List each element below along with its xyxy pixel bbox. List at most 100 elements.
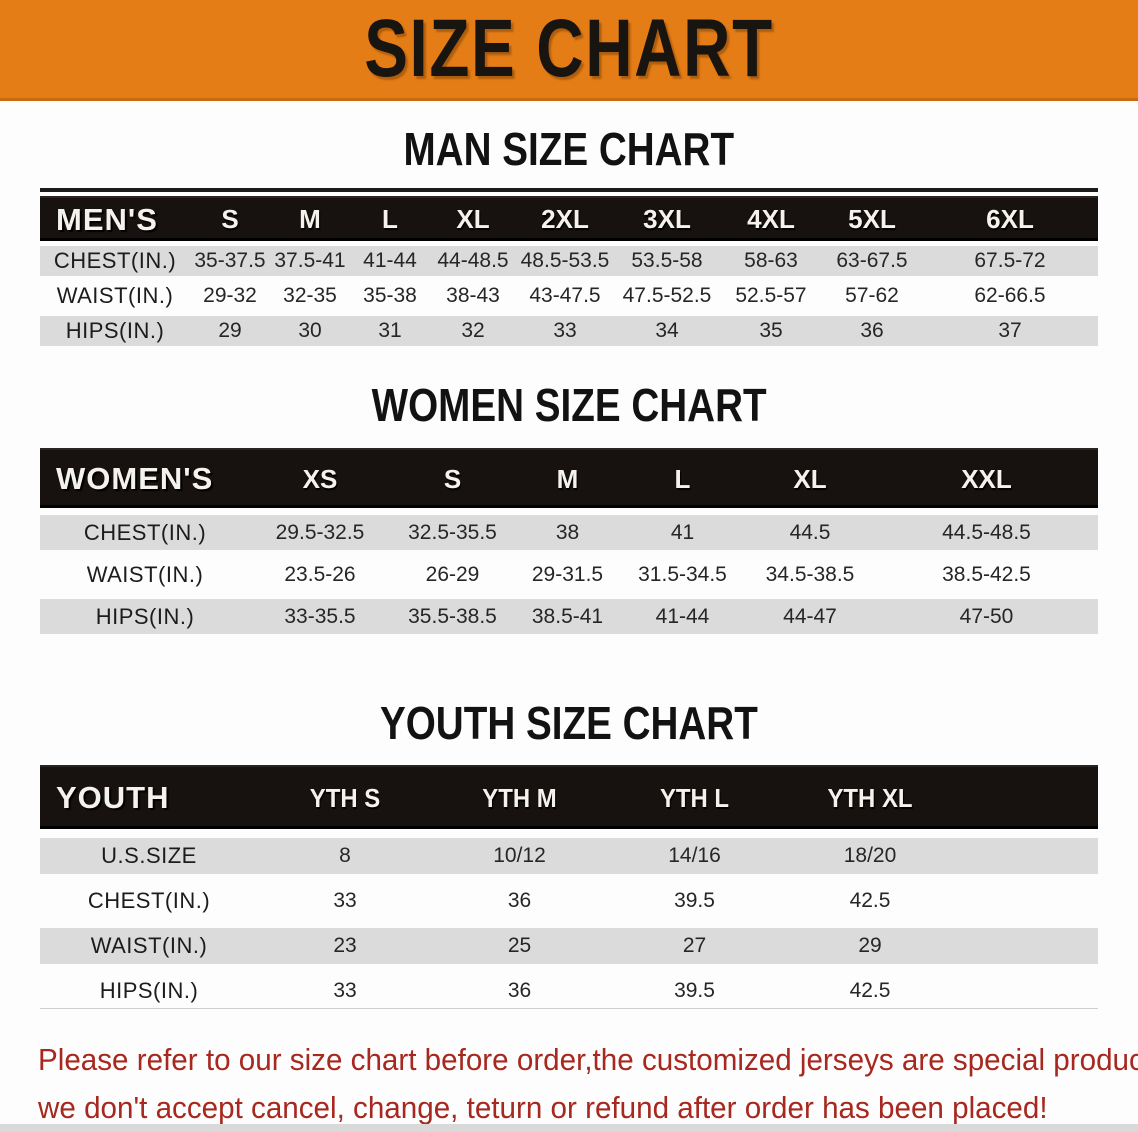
disclaimer-line-1: Please refer to our size chart before or…	[38, 1042, 1138, 1077]
col-header: XS	[302, 463, 338, 494]
cell: 35	[759, 319, 783, 342]
cell: 35-37.5	[194, 249, 266, 272]
men-waist-row: WAIST(IN.) 29-32 32-35 35-38 38-43 43-47…	[40, 281, 1098, 311]
youth-ussize-row: U.S.SIZE 8 10/12 14/16 18/20	[40, 838, 1098, 874]
row-label: HIPS(IN.)	[99, 977, 199, 1003]
women-size-table: WOMEN'S XS S M L XL XXL CHEST(IN.) 29.5-…	[40, 448, 1098, 634]
cell: 67.5-72	[974, 249, 1046, 272]
cell: 26-29	[425, 562, 480, 586]
cell: 29	[218, 319, 242, 342]
col-header: S	[221, 204, 239, 234]
cell: 52.5-57	[735, 284, 807, 307]
col-header: L	[382, 204, 398, 234]
row-label: WAIST(IN.)	[56, 283, 174, 308]
men-header-row: MEN'S S M L XL 2XL 3XL 4XL 5XL 6XL	[40, 196, 1098, 241]
row-label: WAIST(IN.)	[90, 933, 208, 958]
disclaimer-text: Please refer to our size chart before or…	[38, 1036, 1138, 1132]
cell: 38.5-41	[531, 604, 604, 628]
cell: 23.5-26	[284, 562, 356, 586]
women-chest-row: CHEST(IN.) 29.5-32.5 32.5-35.5 38 41 44.…	[40, 515, 1098, 550]
cell: 58-63	[744, 249, 798, 272]
cell: 29-31.5	[531, 562, 604, 586]
cell: 33	[553, 319, 577, 342]
cell: 44-47	[783, 604, 837, 628]
cell: 37	[998, 319, 1022, 342]
cell: 29-32	[203, 284, 257, 307]
youth-chest-row: CHEST(IN.) 33 36 39.5 42.5	[40, 883, 1098, 919]
row-label: HIPS(IN.)	[95, 603, 195, 629]
men-size-table: MEN'S S M L XL 2XL 3XL 4XL 5XL 6XL CHEST…	[40, 188, 1098, 346]
row-label: CHEST(IN.)	[87, 888, 211, 913]
banner: SIZE CHART	[0, 0, 1138, 101]
cell: 53.5-58	[631, 249, 703, 272]
cell: 39.5	[674, 889, 715, 912]
cell: 48.5-53.5	[520, 249, 610, 272]
row-label: HIPS(IN.)	[65, 318, 165, 343]
cell: 31	[378, 319, 402, 342]
row-label: CHEST(IN.)	[83, 519, 207, 545]
cell: 33	[333, 889, 357, 912]
youth-heading-text: YOUTH SIZE CHART	[380, 697, 758, 749]
men-heading-text: MAN SIZE CHART	[403, 123, 735, 175]
col-header: 2XL	[541, 204, 589, 234]
cell: 42.5	[849, 978, 891, 1002]
cell: 35.5-38.5	[408, 604, 497, 628]
col-header: 5XL	[848, 204, 896, 234]
cell: 18/20	[843, 844, 897, 867]
men-corner-label: MEN'S	[56, 201, 158, 237]
cell: 36	[860, 319, 884, 342]
cell: 32	[461, 319, 485, 342]
col-header: XXL	[961, 463, 1012, 494]
cell: 31.5-34.5	[638, 562, 727, 586]
cell: 38	[555, 520, 580, 544]
col-header: M	[556, 463, 579, 494]
col-header: YTH S	[309, 782, 381, 813]
cell: 36	[507, 889, 532, 912]
cell: 44.5	[789, 520, 831, 544]
women-corner-label: WOMEN'S	[56, 461, 214, 496]
cell: 47.5-52.5	[622, 284, 712, 307]
cell: 32-35	[283, 284, 337, 307]
cell: 23	[333, 934, 357, 957]
row-label: WAIST(IN.)	[86, 561, 204, 587]
bottom-divider	[0, 1124, 1138, 1132]
cell: 44-48.5	[437, 249, 509, 272]
cell: 33-35.5	[284, 604, 356, 628]
cell: 44.5-48.5	[942, 520, 1031, 544]
cell: 10/12	[493, 844, 546, 867]
youth-waist-row: WAIST(IN.) 23 25 27 29	[40, 928, 1098, 964]
cell: 33	[333, 978, 357, 1002]
col-header: M	[299, 204, 321, 234]
women-waist-row: WAIST(IN.) 23.5-26 26-29 29-31.5 31.5-34…	[40, 557, 1098, 592]
cell: 30	[298, 319, 322, 342]
col-header: 3XL	[643, 204, 691, 234]
cell: 25	[507, 934, 532, 957]
cell: 37.5-41	[274, 249, 346, 272]
men-section-heading: MAN SIZE CHART	[0, 122, 1138, 176]
cell: 38-43	[446, 284, 500, 307]
col-header: XL	[456, 204, 490, 234]
cell: 8	[339, 844, 351, 867]
col-header: S	[443, 463, 462, 494]
men-chest-row: CHEST(IN.) 35-37.5 37.5-41 41-44 44-48.5…	[40, 246, 1098, 276]
women-hips-row: HIPS(IN.) 33-35.5 35.5-38.5 38.5-41 41-4…	[40, 599, 1098, 634]
row-label: U.S.SIZE	[101, 843, 197, 868]
youth-corner-label: YOUTH	[56, 780, 170, 815]
col-header: YTH L	[659, 782, 730, 813]
cell: 39.5	[674, 978, 715, 1002]
women-section-heading: WOMEN SIZE CHART	[0, 378, 1138, 432]
youth-size-table: YOUTH YTH S YTH M YTH L YTH XL U.S.SIZE …	[40, 765, 1098, 1009]
cell: 14/16	[668, 844, 721, 867]
disclaimer-line-2: we don't accept cancel, change, teturn o…	[38, 1090, 1048, 1125]
youth-hips-row: HIPS(IN.) 33 36 39.5 42.5	[40, 973, 1098, 1009]
col-header: YTH M	[482, 782, 557, 813]
women-header-row: WOMEN'S XS S M L XL XXL	[40, 448, 1098, 508]
cell: 38.5-42.5	[942, 562, 1031, 586]
col-header: YTH XL	[827, 782, 913, 813]
cell: 42.5	[849, 889, 891, 912]
cell: 32.5-35.5	[408, 520, 497, 544]
women-heading-text: WOMEN SIZE CHART	[371, 379, 767, 431]
row-label: CHEST(IN.)	[53, 248, 177, 273]
cell: 34.5-38.5	[765, 562, 855, 586]
col-header: 4XL	[747, 204, 795, 234]
